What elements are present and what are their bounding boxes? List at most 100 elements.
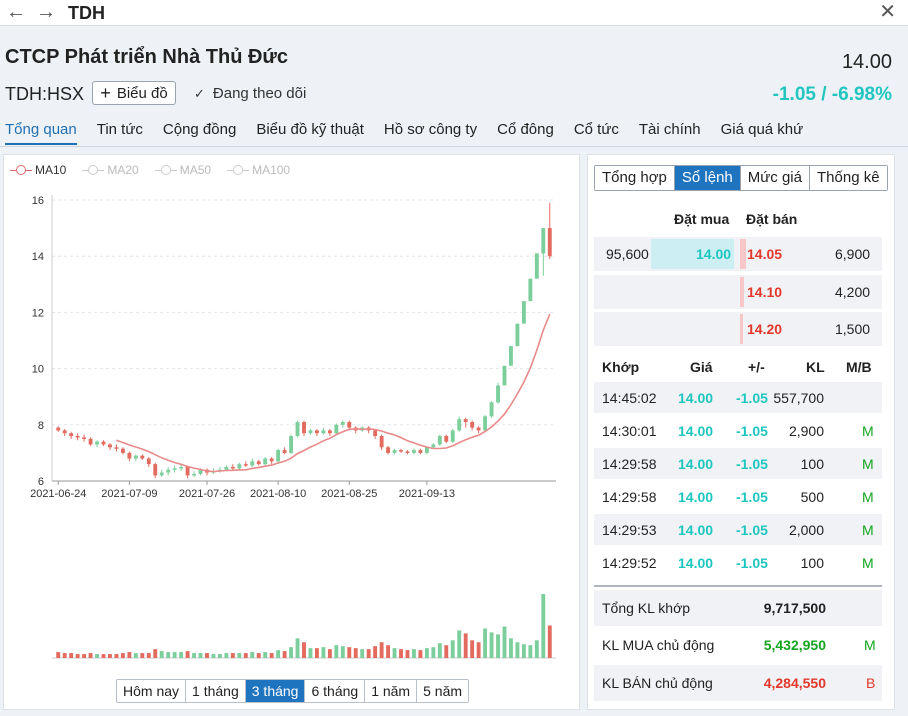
back-arrow-icon[interactable]: ←: [6, 1, 26, 23]
bid-price: 14.00: [696, 246, 732, 262]
tab-price-history[interactable]: Giá quá khứ: [720, 121, 804, 138]
candle-body: [528, 278, 533, 302]
x-tick-label: 2021-08-25: [321, 488, 377, 500]
candle-body: [418, 450, 423, 453]
bid-header: Đặt mua: [674, 211, 730, 227]
volume-bar: [321, 647, 326, 658]
range-today[interactable]: Hôm nay: [117, 680, 187, 702]
match-time: 14:45:02: [602, 390, 657, 406]
follow-toggle[interactable]: ✓ Đang theo dõi: [194, 85, 306, 102]
legend-ma100[interactable]: MA100: [227, 163, 290, 177]
candle-body: [340, 421, 345, 425]
plus-icon: +: [100, 83, 111, 103]
volume-bar: [276, 650, 281, 658]
orderbook-row: 14.20 1,500: [594, 312, 882, 346]
close-icon[interactable]: ✕: [879, 1, 896, 23]
volume-bar: [366, 649, 371, 658]
volume-bar: [521, 644, 526, 658]
match-volume-header: KL: [806, 359, 825, 375]
candle-body: [302, 421, 306, 434]
volume-bar: [192, 653, 196, 658]
chart-button[interactable]: + Biểu đồ: [92, 81, 176, 105]
candle-body: [327, 430, 332, 434]
subtab-statistics[interactable]: Thống kê: [810, 166, 887, 190]
match-row: 14:30:01 14.00 -1.05 2,900 M: [594, 415, 882, 446]
candle-body: [198, 469, 203, 474]
volume-bar: [353, 648, 358, 658]
volume-bar: [373, 646, 378, 658]
volume-bar: [392, 648, 397, 658]
y-tick-label: 14: [32, 251, 44, 263]
candle-body: [476, 427, 481, 431]
candle-body: [405, 451, 410, 453]
candle-body: [146, 458, 151, 465]
summary-total: Tổng KL khớp 9,717,500: [594, 590, 882, 626]
volume-bar: [114, 654, 119, 658]
tab-technical-chart[interactable]: Biểu đồ kỹ thuật: [256, 121, 364, 138]
range-3-months[interactable]: 3 tháng: [245, 680, 306, 702]
subtab-summary[interactable]: Tổng hợp: [595, 166, 675, 190]
legend-ma20[interactable]: MA20: [82, 163, 139, 177]
volume-bar: [217, 654, 222, 658]
candle-body: [282, 450, 287, 453]
legend-marker-icon: [154, 165, 177, 175]
chart-button-label: Biểu đồ: [116, 84, 168, 102]
candle-body: [457, 419, 462, 431]
candle-body: [192, 473, 196, 476]
candle-body: [392, 450, 397, 453]
match-change: -1.05: [736, 423, 768, 439]
tab-financials[interactable]: Tài chính: [638, 121, 701, 138]
checkmark-icon: ✓: [194, 85, 205, 101]
match-volume: 500: [800, 489, 824, 505]
subtab-order-book[interactable]: Sổ lệnh: [674, 166, 741, 190]
match-change-header: +/-: [748, 359, 765, 375]
volume-bar: [405, 650, 410, 658]
candle-body: [496, 385, 500, 403]
candle-body: [166, 469, 171, 473]
volume-bar: [347, 647, 352, 658]
price-chart[interactable]: 6 8 10 12 14 16 2021-06-24 2021-07-09 2021-07-26…: [4, 155, 579, 671]
legend-ma10[interactable]: MA10: [10, 163, 66, 177]
volume-bar: [515, 642, 520, 658]
volume-bar: [496, 634, 500, 658]
range-6-months[interactable]: 6 tháng: [305, 680, 366, 702]
candle-body: [276, 450, 281, 462]
tab-news[interactable]: Tin tức: [96, 121, 143, 138]
candle-body: [256, 461, 261, 465]
tab-dividends[interactable]: Cổ tức: [573, 121, 619, 138]
match-row: 14:29:58 14.00 -1.05 100 M: [594, 448, 882, 479]
volume-bar: [179, 652, 184, 658]
match-change: -1.05: [736, 489, 768, 505]
tab-company-profile[interactable]: Hồ sơ công ty: [383, 121, 478, 138]
tab-community[interactable]: Cộng đồng: [162, 121, 237, 138]
match-volume: 2,900: [788, 423, 824, 439]
candle-body: [95, 441, 99, 445]
tab-shareholders[interactable]: Cổ đông: [497, 121, 554, 138]
tab-overview[interactable]: Tổng quan: [5, 121, 77, 145]
match-volume: 100: [800, 456, 824, 472]
forward-arrow-icon[interactable]: →: [36, 1, 56, 23]
volume-bar: [159, 651, 164, 658]
candle-body: [412, 450, 416, 453]
candle-body: [347, 421, 352, 428]
volume-bar: [263, 652, 268, 658]
summary-divider: [594, 585, 882, 587]
volume-bar: [379, 642, 384, 658]
legend-ma50[interactable]: MA50: [154, 163, 211, 177]
candle-body: [269, 458, 274, 462]
bid-depth-bar: [651, 239, 734, 269]
candle-body: [470, 421, 475, 428]
order-panel: Tổng hợp Sổ lệnh Mức giá Thống kê Đặt mu…: [587, 154, 895, 710]
volume-bar: [534, 640, 539, 658]
volume-bar: [412, 649, 416, 658]
range-1-year[interactable]: 1 năm: [365, 680, 418, 702]
ma10-line: [116, 313, 551, 473]
active-sell-label: KL BÁN chủ động: [602, 675, 713, 691]
volume-bar: [470, 640, 475, 658]
range-5-years[interactable]: 5 năm: [423, 683, 463, 699]
range-1-month[interactable]: 1 tháng: [186, 680, 246, 702]
subtab-price-levels[interactable]: Mức giá: [740, 166, 810, 190]
volume-bar: [295, 638, 300, 658]
volume-bar: [120, 653, 125, 658]
volume-bar: [509, 638, 513, 658]
